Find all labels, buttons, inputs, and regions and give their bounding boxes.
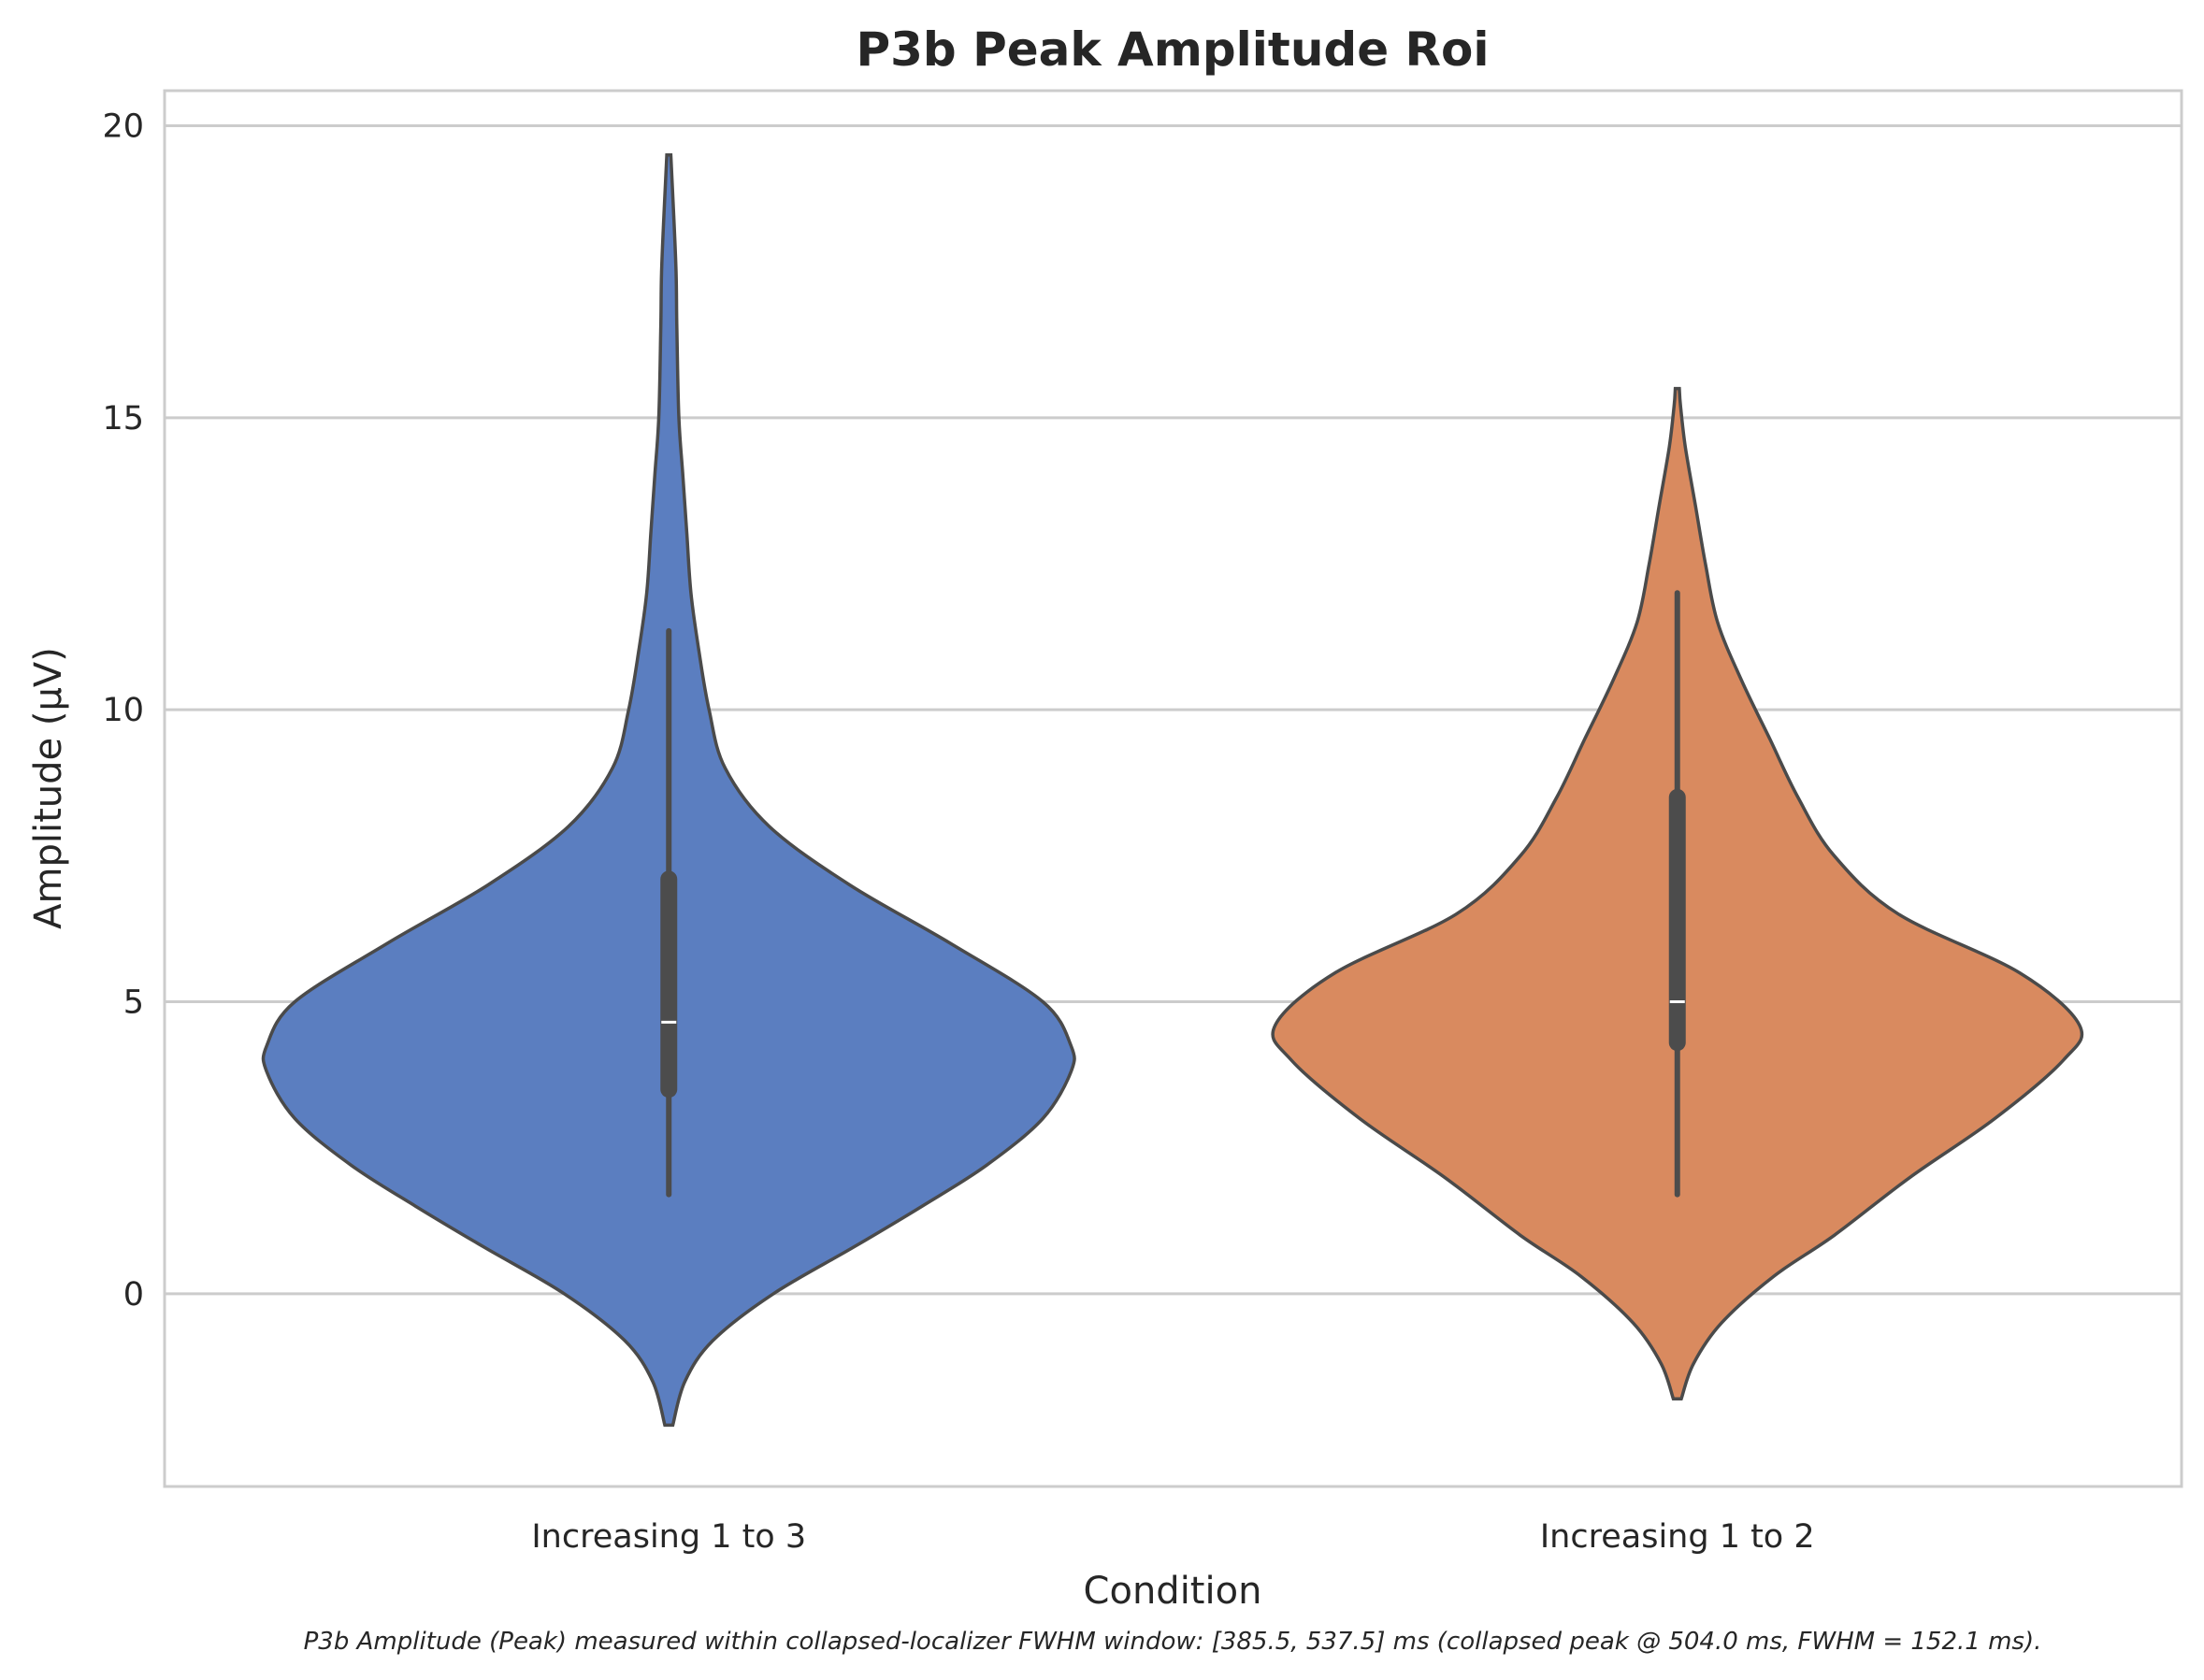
x-tick-label: Increasing 1 to 2 <box>1540 1518 1815 1556</box>
x-axis-label: Condition <box>1084 1570 1262 1613</box>
chart-caption: P3b Amplitude (Peak) measured within col… <box>304 1628 2042 1656</box>
violins <box>261 152 2084 1428</box>
chart-title: P3b Peak Amplitude Roi <box>856 22 1489 77</box>
y-tick-label: 10 <box>102 692 144 729</box>
y-tick-labels: 0 5 10 15 20 <box>102 108 144 1313</box>
x-tick-labels: Increasing 1 to 3 Increasing 1 to 2 <box>531 1518 1814 1556</box>
y-tick-label: 0 <box>123 1276 144 1314</box>
y-tick-label: 15 <box>102 400 144 438</box>
y-tick-label: 20 <box>102 108 144 145</box>
plot-area <box>163 89 2183 1488</box>
x-tick-label: Increasing 1 to 3 <box>531 1518 806 1556</box>
y-tick-label: 5 <box>123 984 144 1022</box>
y-axis-label: Amplitude (µV) <box>27 647 70 929</box>
